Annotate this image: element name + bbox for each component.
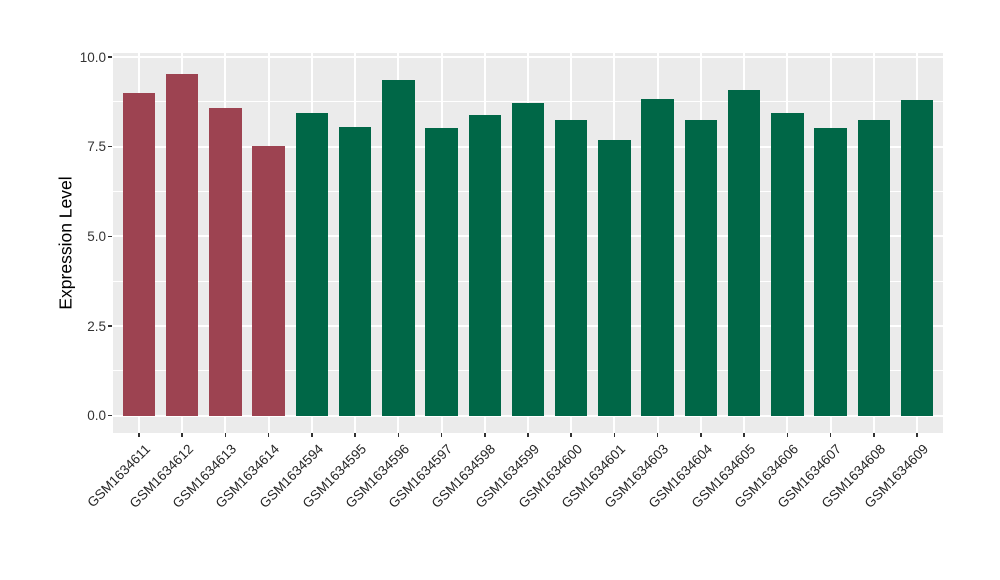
bar-GSM1634601	[598, 139, 631, 416]
bar-GSM1634605	[727, 90, 761, 416]
x-tick-mark-GSM1634600	[570, 433, 572, 437]
bar-GSM1634604	[684, 120, 718, 416]
y-tick-label-2.5: 2.5	[87, 318, 106, 334]
x-tick-mark-GSM1634608	[873, 433, 875, 437]
x-tick-mark-GSM1634594	[311, 433, 313, 437]
x-tick-mark-GSM1634614	[267, 433, 270, 437]
y-tick-mark-2.5	[108, 325, 112, 327]
bar-GSM1634609	[900, 100, 934, 416]
bar-GSM1634613	[209, 107, 242, 416]
x-tick-mark-GSM1634595	[354, 433, 356, 437]
x-tick-mark-GSM1634605	[743, 433, 745, 437]
x-tick-mark-GSM1634609	[916, 433, 918, 437]
x-tick-mark-GSM1634607	[829, 433, 832, 437]
x-tick-mark-GSM1634611	[138, 433, 140, 437]
x-tick-mark-GSM1634599	[527, 433, 529, 437]
bar-GSM1634606	[771, 112, 804, 416]
y-tick-label-10: 10.0	[79, 49, 106, 65]
bar-GSM1634600	[554, 120, 588, 416]
plot-panel	[113, 53, 943, 433]
bar-GSM1634607	[814, 128, 847, 416]
bar-GSM1634608	[857, 120, 891, 416]
x-tick-mark-GSM1634603	[656, 433, 659, 437]
y-tick-label-0: 0.0	[87, 408, 106, 424]
y-tick-mark-0	[108, 414, 112, 417]
x-tick-mark-GSM1634597	[440, 433, 443, 437]
bar-GSM1634611	[122, 92, 156, 416]
x-tick-mark-GSM1634596	[397, 433, 400, 437]
y-tick-mark-7.5	[108, 145, 112, 148]
y-tick-label-5: 5.0	[87, 228, 106, 244]
bar-GSM1634614	[252, 145, 285, 416]
y-tick-mark-10	[108, 56, 112, 58]
bar-GSM1634599	[511, 102, 545, 416]
x-tick-mark-GSM1634613	[224, 433, 227, 437]
y-axis-title: Expression Level	[55, 176, 76, 310]
x-tick-mark-GSM1634598	[484, 433, 486, 437]
bar-GSM1634595	[338, 126, 372, 416]
x-tick-mark-GSM1634604	[700, 433, 702, 437]
y-tick-mark-5	[108, 235, 112, 238]
bar-GSM1634594	[295, 112, 329, 416]
y-tick-label-7.5: 7.5	[87, 139, 106, 155]
x-tick-mark-GSM1634612	[181, 433, 183, 437]
x-tick-mark-GSM1634601	[613, 433, 616, 437]
bar-GSM1634596	[382, 79, 415, 416]
bar-GSM1634598	[468, 115, 502, 416]
bar-GSM1634612	[165, 73, 199, 416]
bar-GSM1634603	[641, 99, 674, 416]
x-tick-mark-GSM1634606	[786, 433, 789, 437]
bar-GSM1634597	[425, 128, 458, 416]
